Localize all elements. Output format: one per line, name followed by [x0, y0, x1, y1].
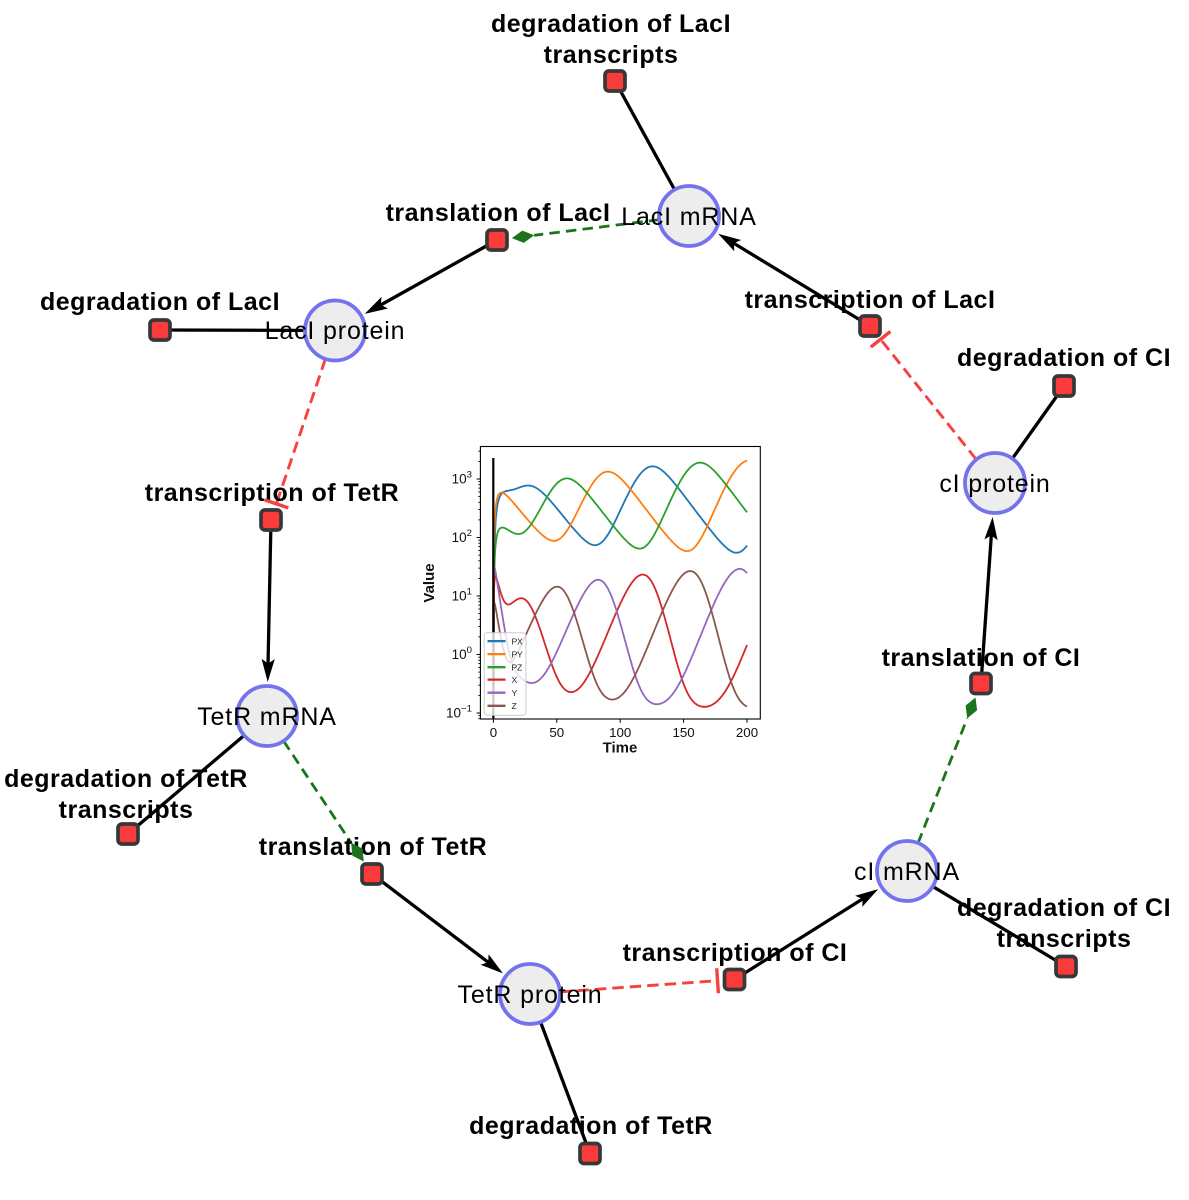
svg-text:translation of CI: translation of CI [882, 644, 1081, 672]
svg-text:degradation of CI: degradation of CI [957, 344, 1171, 372]
svg-text:50: 50 [549, 725, 564, 740]
svg-text:PZ: PZ [512, 663, 523, 673]
svg-text:Y: Y [512, 688, 518, 698]
svg-text:transcripts: transcripts [997, 925, 1132, 953]
svg-text:cI protein: cI protein [939, 470, 1050, 498]
svg-text:Value: Value [421, 563, 438, 602]
svg-text:degradation of CI: degradation of CI [957, 894, 1171, 922]
svg-text:150: 150 [673, 725, 695, 740]
svg-text:X: X [512, 675, 518, 685]
svg-text:cI mRNA: cI mRNA [854, 858, 960, 886]
svg-text:Time: Time [603, 740, 638, 757]
svg-text:TetR mRNA: TetR mRNA [197, 703, 337, 731]
svg-text:degradation of LacI: degradation of LacI [40, 288, 280, 316]
svg-text:transcripts: transcripts [59, 796, 194, 824]
svg-text:transcription of LacI: transcription of LacI [745, 286, 996, 314]
svg-text:translation of TetR: translation of TetR [259, 833, 487, 861]
svg-text:LacI protein: LacI protein [265, 317, 406, 345]
svg-text:200: 200 [736, 725, 758, 740]
svg-text:LacI mRNA: LacI mRNA [621, 203, 756, 231]
svg-text:degradation of TetR: degradation of TetR [469, 1112, 713, 1140]
svg-text:transcription of CI: transcription of CI [623, 939, 848, 967]
svg-text:TetR protein: TetR protein [458, 981, 603, 1009]
svg-text:PY: PY [512, 649, 524, 659]
svg-text:translation of LacI: translation of LacI [386, 199, 611, 227]
svg-text:100: 100 [609, 725, 631, 740]
svg-text:degradation of LacI: degradation of LacI [491, 10, 731, 38]
svg-text:degradation of TetR: degradation of TetR [4, 765, 248, 793]
svg-text:Z: Z [512, 701, 517, 711]
svg-text:0: 0 [490, 725, 497, 740]
svg-text:PX: PX [512, 636, 524, 646]
svg-text:transcripts: transcripts [544, 41, 679, 69]
